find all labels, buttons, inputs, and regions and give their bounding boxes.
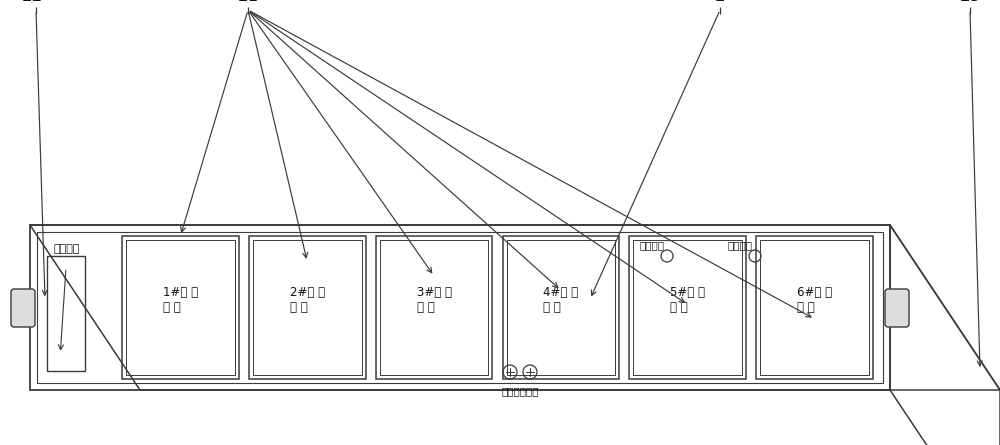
Bar: [507, 240, 615, 375]
Bar: [126, 240, 235, 375]
Bar: [380, 240, 488, 375]
Bar: [30, 225, 890, 390]
Bar: [122, 236, 239, 379]
Bar: [253, 240, 362, 375]
Text: 1#温 度
显 示: 1#温 度 显 示: [163, 286, 198, 314]
Bar: [376, 236, 492, 379]
Text: 23: 23: [959, 0, 981, 5]
Bar: [249, 236, 366, 379]
Bar: [47, 256, 85, 371]
Text: 22: 22: [22, 0, 43, 5]
Bar: [37, 232, 883, 383]
Bar: [760, 240, 869, 375]
Text: 2#温 度
显 示: 2#温 度 显 示: [290, 286, 325, 314]
Bar: [633, 240, 742, 375]
Text: 4#温 度
显 示: 4#温 度 显 示: [543, 286, 578, 314]
Bar: [756, 236, 873, 379]
Text: 3#温 度
显 示: 3#温 度 显 示: [417, 286, 452, 314]
Text: 电源开关: 电源开关: [54, 244, 80, 254]
Text: 工作指示: 工作指示: [728, 240, 753, 250]
Text: 参数设置按鈕: 参数设置按鈕: [501, 386, 539, 396]
Text: 21: 21: [237, 0, 259, 5]
Bar: [629, 236, 746, 379]
FancyBboxPatch shape: [11, 289, 35, 327]
FancyBboxPatch shape: [885, 289, 909, 327]
Text: 报警指示: 报警指示: [640, 240, 665, 250]
Text: 6#温 度
显 示: 6#温 度 显 示: [797, 286, 832, 314]
Text: 5#温 度
显 示: 5#温 度 显 示: [670, 286, 705, 314]
Text: 2: 2: [715, 0, 725, 5]
Bar: [503, 236, 619, 379]
